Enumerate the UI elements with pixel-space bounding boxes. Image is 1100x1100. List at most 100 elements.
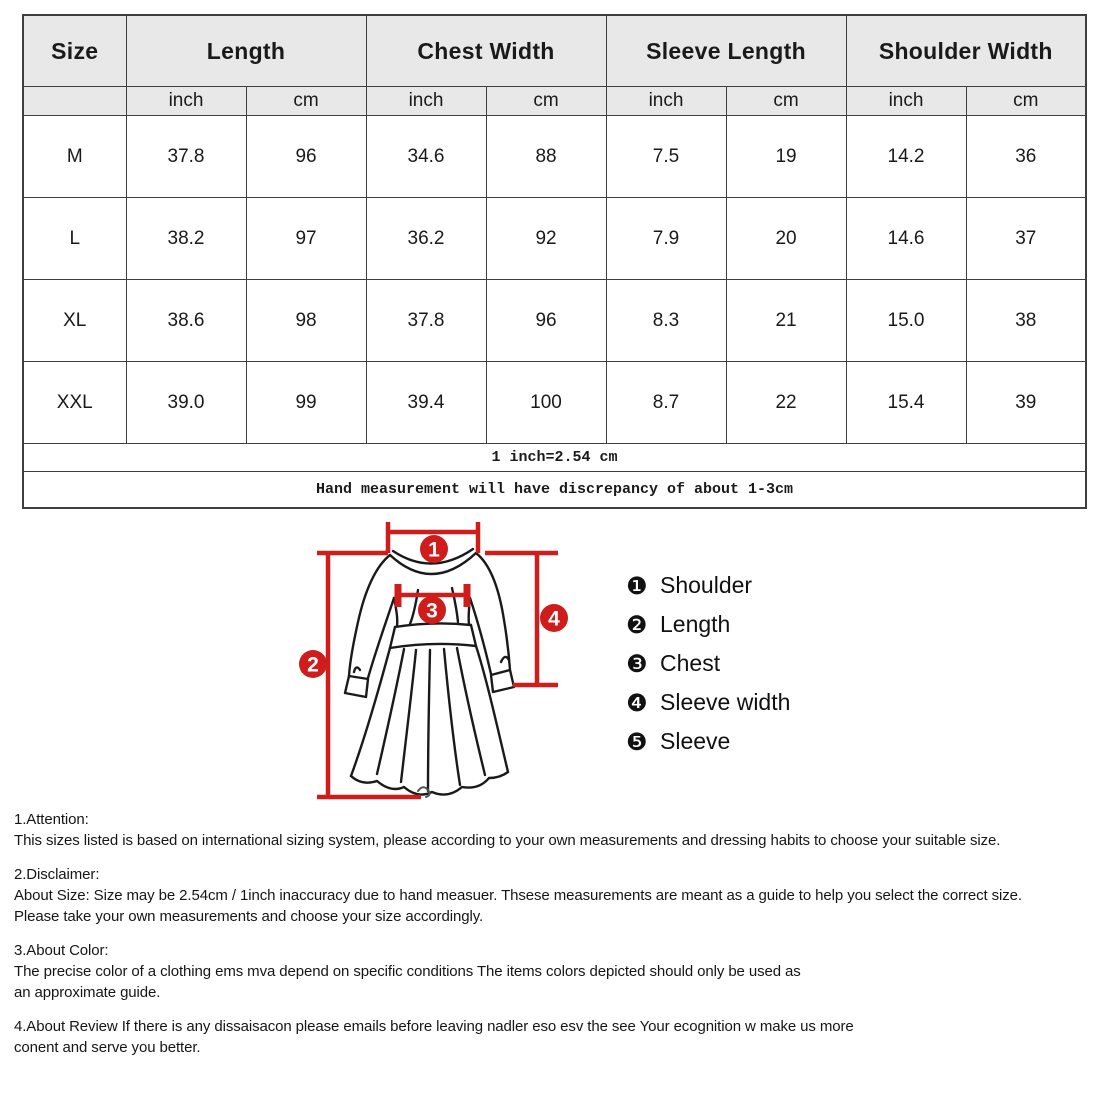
marker-number-shoulder: 1 <box>428 539 440 562</box>
table-row-xl: XL 38.6 98 37.8 96 8.3 21 15.0 38 <box>22 279 1087 362</box>
measurement-cell: 37.8 <box>125 115 247 198</box>
legend-item-sleeve: ❺ Sleeve <box>626 722 790 761</box>
measurement-diagram: 1 2 3 4 ❶ Shoulder ❷ Length ❸ Chest <box>0 510 1100 810</box>
measurement-cell: 15.0 <box>845 279 967 362</box>
note-title: 3.About Color: <box>14 942 109 959</box>
measurement-cell: 8.7 <box>605 361 727 444</box>
measurement-cell: 96 <box>245 115 367 198</box>
legend-label: Shoulder <box>660 572 753 598</box>
size-cell: XXL <box>22 361 127 444</box>
measurement-cell: 19 <box>725 115 847 198</box>
marker-circle-chest <box>418 596 446 624</box>
legend-item-chest: ❸ Chest <box>626 644 790 683</box>
note-body: About Size: Size may be 2.54cm / 1inch i… <box>14 887 1022 925</box>
measurement-cell: 39 <box>965 361 1087 444</box>
measurement-cell: 36.2 <box>365 197 487 280</box>
unit-header: inch <box>365 86 487 116</box>
measurement-cell: 14.2 <box>845 115 967 198</box>
measurement-cell: 38 <box>965 279 1087 362</box>
note-about-color: 3.About Color: The precise color of a cl… <box>14 940 1094 1003</box>
measurement-cell: 97 <box>245 197 367 280</box>
measurement-cell: 96 <box>485 279 607 362</box>
measurement-cell: 39.4 <box>365 361 487 444</box>
table-row-xxl: XXL 39.0 99 39.4 100 8.7 22 15.4 39 <box>22 361 1087 444</box>
measurement-cell: 37 <box>965 197 1087 280</box>
note-about-review: 4.About Review If there is any dissaisac… <box>14 1016 1094 1058</box>
marker-number-chest: 3 <box>426 600 438 623</box>
table-row-m: M 37.8 96 34.6 88 7.5 19 14.2 36 <box>22 115 1087 198</box>
measurement-cell: 20 <box>725 197 847 280</box>
marker-number-sleeve-width: 4 <box>548 608 560 631</box>
measurement-note: Hand measurement will have discrepancy o… <box>22 471 1087 509</box>
measurement-cell: 100 <box>485 361 607 444</box>
measurement-note-row: Hand measurement will have discrepancy o… <box>22 471 1087 509</box>
header-chest-width: Chest Width <box>365 14 607 87</box>
unit-header: cm <box>485 86 607 116</box>
measurement-cell: 36 <box>965 115 1087 198</box>
measurement-cell: 15.4 <box>845 361 967 444</box>
unit-corner-cell <box>22 86 127 116</box>
unit-header: cm <box>965 86 1087 116</box>
corner-header: Size <box>22 14 127 87</box>
table-unit-row: inch cm inch cm inch cm inch cm <box>22 86 1087 116</box>
diagram-legend: ❶ Shoulder ❷ Length ❸ Chest ❹ Sleeve wid… <box>626 566 790 761</box>
circled-number-4-icon: ❹ <box>626 688 648 717</box>
note-disclaimer: 2.Disclaimer: About Size: Size may be 2.… <box>14 864 1094 927</box>
note-body: This sizes listed is based on internatio… <box>14 832 1001 849</box>
header-sleeve-length: Sleeve Length <box>605 14 847 87</box>
note-attention: 1.Attention: This sizes listed is based … <box>14 809 1094 851</box>
legend-label: Sleeve width <box>660 689 791 715</box>
table-header-row: Size Length Chest Width Sleeve Length Sh… <box>22 14 1087 87</box>
notes-section: 1.Attention: This sizes listed is based … <box>14 809 1094 1071</box>
note-body: 4.About Review If there is any dissaisac… <box>14 1018 854 1056</box>
unit-header: inch <box>125 86 247 116</box>
marker-number-length: 2 <box>307 654 319 677</box>
note-title: 1.Attention: <box>14 811 89 828</box>
measurement-cell: 37.8 <box>365 279 487 362</box>
size-cell: L <box>22 197 127 280</box>
conversion-row: 1 inch=2.54 cm <box>22 443 1087 472</box>
measurement-cell: 7.9 <box>605 197 727 280</box>
measurement-cell: 38.2 <box>125 197 247 280</box>
dress-illustration-icon: 1 2 3 4 <box>299 522 568 800</box>
unit-header: inch <box>845 86 967 116</box>
unit-header: cm <box>245 86 367 116</box>
legend-label: Sleeve <box>660 728 731 754</box>
measurement-cell: 21 <box>725 279 847 362</box>
measurement-cell: 34.6 <box>365 115 487 198</box>
circled-number-1-icon: ❶ <box>626 571 648 600</box>
legend-label: Chest <box>660 650 721 676</box>
measurement-cell: 38.6 <box>125 279 247 362</box>
note-body: The precise color of a clothing ems mva … <box>14 963 801 1001</box>
table-row-l: L 38.2 97 36.2 92 7.9 20 14.6 37 <box>22 197 1087 280</box>
size-cell: XL <box>22 279 127 362</box>
circled-number-3-icon: ❸ <box>626 649 648 678</box>
marker-circle-shoulder <box>420 535 448 563</box>
unit-header: inch <box>605 86 727 116</box>
legend-item-shoulder: ❶ Shoulder <box>626 566 790 605</box>
size-table: Size Length Chest Width Sleeve Length Sh… <box>22 14 1088 509</box>
note-title: 2.Disclaimer: <box>14 866 100 883</box>
measurement-cell: 7.5 <box>605 115 727 198</box>
legend-label: Length <box>660 611 731 637</box>
measurement-cell: 98 <box>245 279 367 362</box>
measurement-cell: 8.3 <box>605 279 727 362</box>
measurement-cell: 14.6 <box>845 197 967 280</box>
legend-item-sleeve-width: ❹ Sleeve width <box>626 683 790 722</box>
measurement-cell: 39.0 <box>125 361 247 444</box>
measurement-cell: 22 <box>725 361 847 444</box>
conversion-note: 1 inch=2.54 cm <box>22 443 1087 472</box>
unit-header: cm <box>725 86 847 116</box>
header-shoulder-width: Shoulder Width <box>845 14 1087 87</box>
size-cell: M <box>22 115 127 198</box>
measurement-cell: 92 <box>485 197 607 280</box>
measurement-cell: 88 <box>485 115 607 198</box>
marker-circle-sleeve-width <box>540 604 568 632</box>
marker-circle-length <box>299 650 327 678</box>
legend-item-length: ❷ Length <box>626 605 790 644</box>
circled-number-2-icon: ❷ <box>626 610 648 639</box>
header-length: Length <box>125 14 367 87</box>
measurement-cell: 99 <box>245 361 367 444</box>
circled-number-5-icon: ❺ <box>626 727 648 756</box>
